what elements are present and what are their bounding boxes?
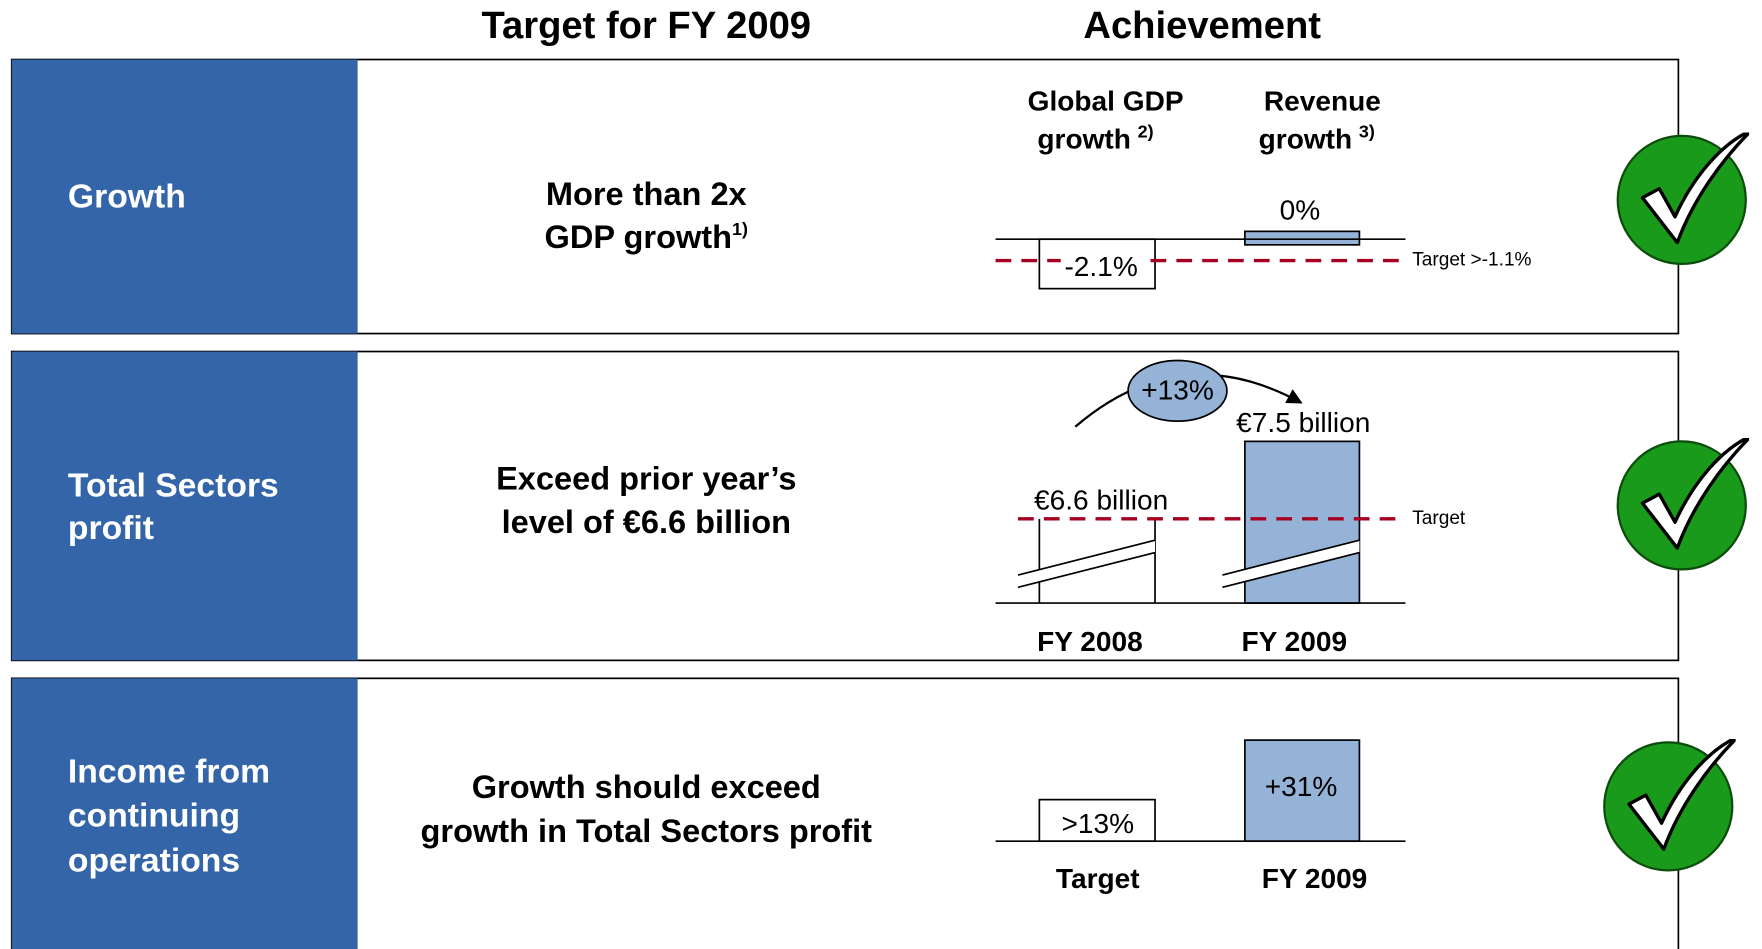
target-text: growth in Total Sectors profit (421, 813, 873, 849)
chart-heading: growth 3) (1259, 121, 1375, 155)
value-label: €7.5 billion (1236, 407, 1370, 438)
axis-break (1018, 540, 1156, 588)
chart-heading: growth (1259, 124, 1353, 155)
target-text: More than 2x (546, 176, 747, 212)
category-label: FY 2008 (1037, 626, 1143, 657)
target-text: GDP growth (545, 219, 732, 255)
value-label: +31% (1265, 771, 1338, 802)
chart-heading: Revenue (1264, 86, 1381, 117)
row-label-panel (11, 678, 358, 949)
target-text: Exceed prior year’s (496, 460, 796, 496)
change-label: +13% (1141, 374, 1214, 405)
value-label: €6.6 billion (1034, 484, 1168, 515)
chart-heading: growth (1037, 124, 1131, 155)
row-label: operations (68, 842, 240, 879)
row-label-panel (11, 351, 358, 661)
footnote: 2) (1138, 121, 1154, 141)
bar (1244, 230, 1361, 246)
row-label-panel (11, 59, 358, 334)
target-text: Growth should exceed (472, 769, 821, 805)
bar (1244, 739, 1361, 843)
category-label: FY 2009 (1242, 626, 1348, 657)
bar (1038, 518, 1156, 604)
category-label: Target (1056, 863, 1140, 894)
chart-heading: Global GDP (1028, 86, 1184, 117)
axis-break (1222, 539, 1360, 589)
axis-break (1017, 539, 1156, 589)
footnote: 3) (1359, 121, 1375, 141)
target-label: Target >-1.1% (1412, 250, 1531, 271)
chart-heading: growth 2) (1037, 121, 1153, 155)
footnote: 1) (732, 219, 748, 239)
achievement-heading: Achievement (1083, 4, 1321, 47)
target-text: level of €6.6 billion (502, 504, 791, 540)
bar (1244, 440, 1361, 604)
bar (1038, 798, 1156, 843)
target-text: GDP growth1) (545, 219, 748, 255)
row-label: profit (68, 510, 154, 547)
category-label: FY 2009 (1262, 863, 1368, 894)
row-label: Total Sectors (68, 467, 279, 504)
target-label: Target (1412, 508, 1466, 529)
value-label: 0% (1280, 195, 1321, 226)
value-label: -2.1% (1064, 251, 1137, 282)
row-label: continuing (68, 798, 240, 835)
change-bubble (1127, 359, 1228, 422)
label-bg (1060, 252, 1149, 285)
row-label: Growth (68, 179, 186, 216)
row-label: Income from (68, 754, 270, 791)
target-heading: Target for FY 2009 (482, 4, 812, 47)
axis-break (1222, 540, 1360, 588)
value-label: >13% (1061, 808, 1134, 839)
